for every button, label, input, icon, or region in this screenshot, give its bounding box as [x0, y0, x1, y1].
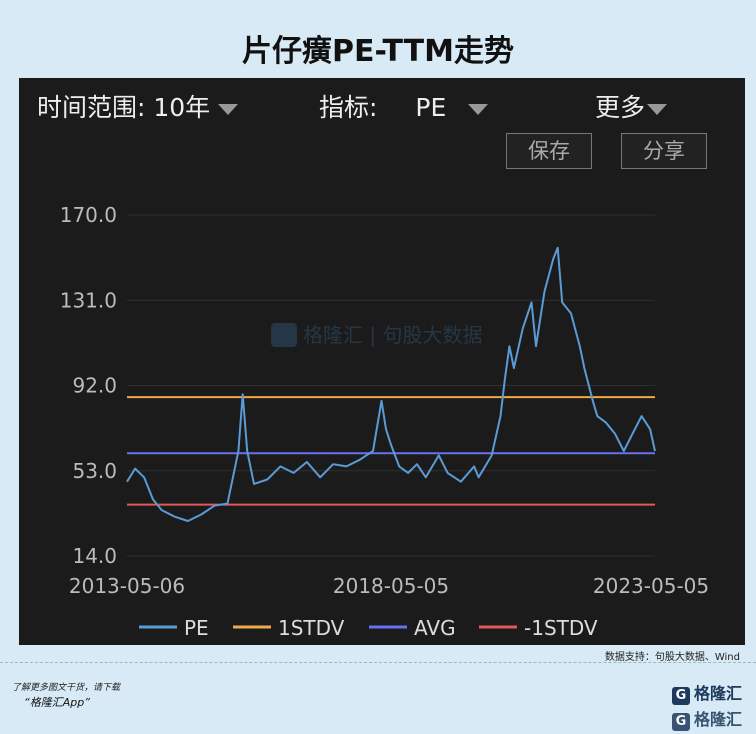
more-dropdown[interactable]: 更多	[595, 88, 668, 124]
legend-label: 1STDV	[278, 616, 345, 640]
watermark-logo-icon	[271, 323, 297, 347]
series-line-pe	[126, 246, 656, 522]
legend-label: -1STDV	[524, 616, 598, 640]
y-tick-label: 53.0	[72, 459, 117, 483]
y-tick-label: 14.0	[72, 544, 117, 568]
y-tick-label: 92.0	[72, 374, 117, 398]
legend-label: PE	[184, 616, 209, 640]
chevron-down-icon	[468, 103, 489, 115]
y-tick-label: 131.0	[60, 288, 117, 312]
chart-panel: 时间范围: 10年 指标: PE 更多 保存 分享 格隆汇 | 句股大数据 17…	[19, 78, 745, 645]
chart-title: 片仔癀PE-TTM走势	[242, 34, 514, 69]
indicator-label: 指标:	[319, 93, 378, 122]
brand-name: 格隆汇	[694, 684, 743, 703]
brand-g-icon: G	[672, 713, 690, 731]
x-tick-label: 2023-05-05	[593, 574, 709, 598]
chevron-down-icon	[218, 103, 239, 115]
y-tick-label: 170.0	[60, 203, 117, 227]
time-range-label: 时间范围: 10年	[37, 93, 211, 122]
footer-divider	[0, 662, 756, 663]
brand-logo: G 格隆汇	[672, 680, 742, 705]
promo-app-name: “格隆汇App”	[24, 696, 90, 709]
x-tick-label: 2018-05-05	[333, 574, 449, 598]
time-range-dropdown[interactable]: 时间范围: 10年	[37, 88, 239, 124]
watermark-text: 格隆汇 | 句股大数据	[303, 323, 482, 347]
indicator-value: PE	[415, 93, 447, 122]
chevron-down-icon	[647, 103, 668, 115]
x-tick-label: 2013-05-06	[69, 574, 185, 598]
indicator-dropdown[interactable]: 指标: PE	[319, 88, 489, 124]
more-label: 更多	[595, 93, 646, 122]
promo-text: 了解更多图文干货，请下载	[12, 683, 121, 693]
legend-label: AVG	[414, 616, 456, 640]
brand-logo-secondary: G 格隆汇	[672, 706, 742, 731]
share-button[interactable]: 分享	[621, 133, 707, 169]
brand-name: 格隆汇	[694, 710, 743, 729]
watermark: 格隆汇 | 句股大数据	[271, 323, 482, 347]
pe-line-chart: 格隆汇 | 句股大数据 170.0 131.0 92.0 53.0 14.0 2013-…	[60, 203, 709, 640]
source-note: 数据支持：句股大数据、Wind	[604, 652, 740, 663]
brand-g-icon: G	[672, 687, 690, 705]
save-button[interactable]: 保存	[506, 133, 592, 169]
